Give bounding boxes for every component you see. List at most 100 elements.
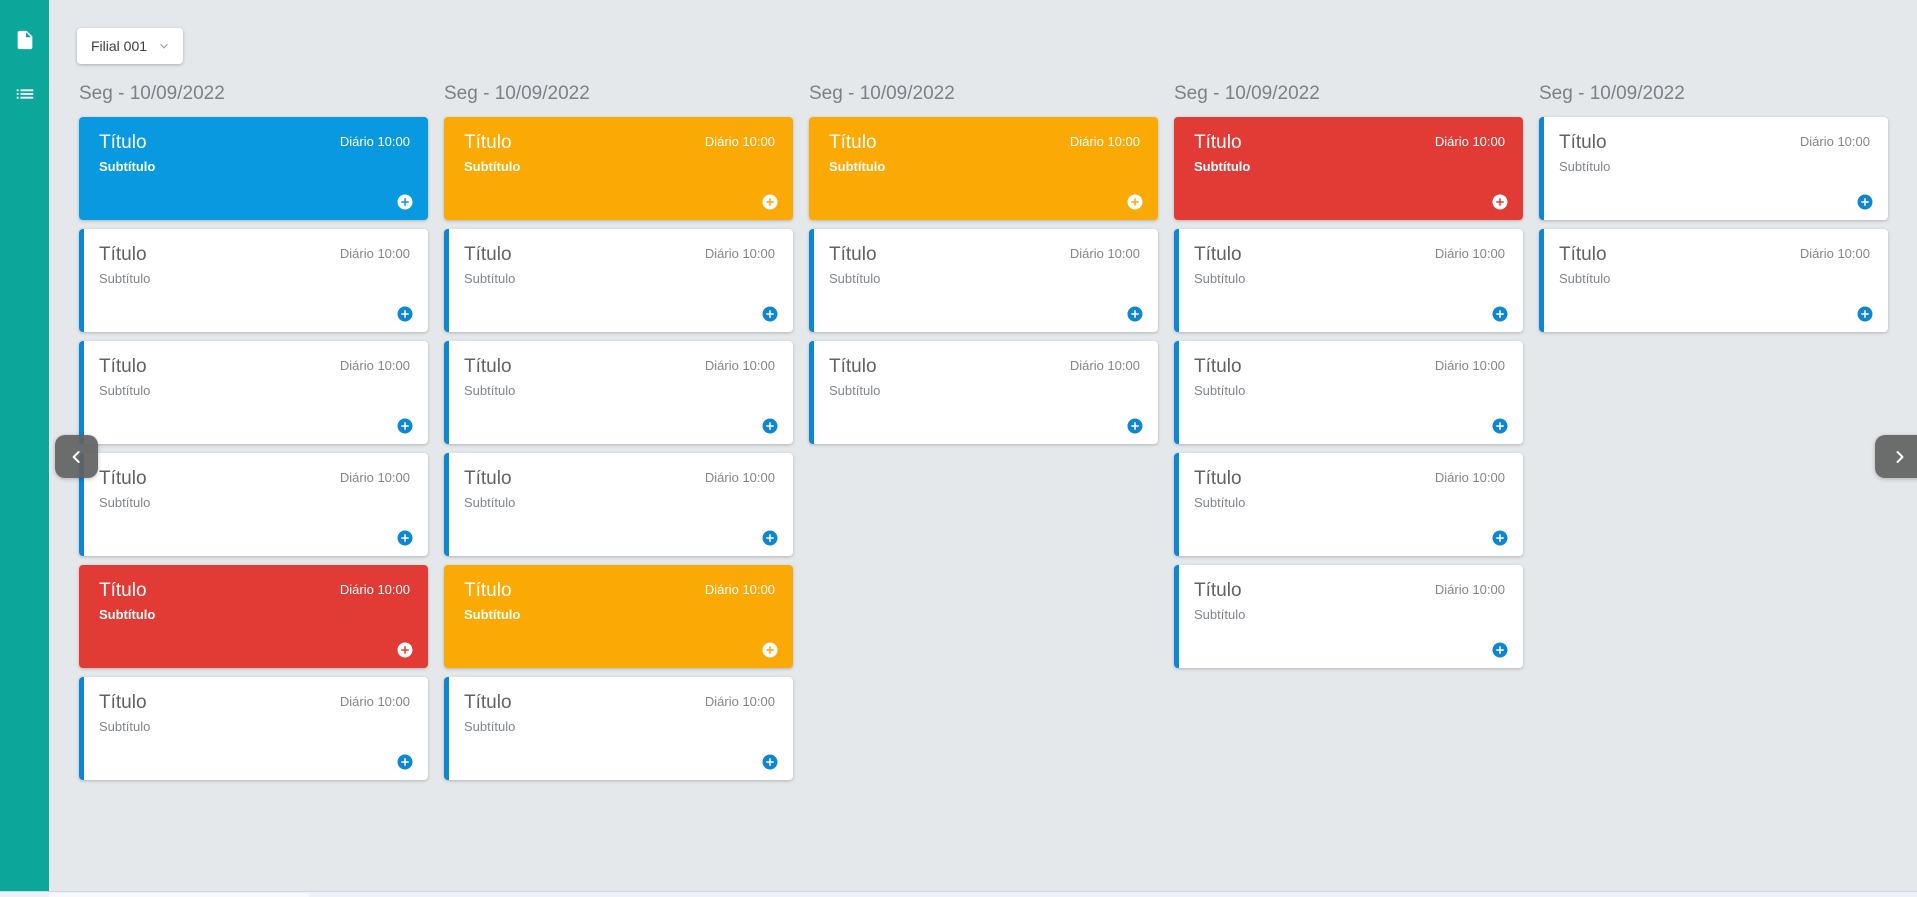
appointment-card-white[interactable]: Título Subtítulo Diário 10:00	[444, 229, 793, 332]
column-header: Seg - 10/09/2022	[1174, 83, 1320, 104]
add-circle-icon[interactable]	[761, 753, 779, 771]
card-title: Título	[829, 132, 877, 153]
appointment-card-red[interactable]: Título Subtítulo Diário 10:00	[1174, 117, 1523, 220]
card-subtitle: Subtítulo	[99, 383, 151, 398]
add-circle-icon[interactable]	[1491, 641, 1509, 659]
card-title: Título	[1194, 356, 1242, 377]
appointment-card-white[interactable]: Título Subtítulo Diário 10:00	[444, 453, 793, 556]
card-schedule: Diário 10:00	[704, 246, 775, 261]
card-subtitle: Subtítulo	[1194, 607, 1246, 622]
card-schedule: Diário 10:00	[339, 246, 410, 261]
card-title: Título	[99, 244, 147, 265]
day-column-3: Seg - 10/09/2022 Título Subtítulo Diário 10…	[809, 80, 1158, 789]
day-column-1: Seg - 10/09/2022 Título Subtítulo Diário 10…	[79, 80, 428, 789]
appointment-card-white[interactable]: Título Subtítulo Diário 10:00	[79, 677, 428, 780]
add-circle-icon[interactable]	[761, 417, 779, 435]
horizontal-scrollbar[interactable]	[0, 891, 1917, 897]
appointment-card-orange[interactable]: Título Subtítulo Diário 10:00	[444, 565, 793, 668]
card-title: Título	[99, 468, 147, 489]
sidebar	[0, 0, 49, 897]
add-circle-icon[interactable]	[1491, 529, 1509, 547]
card-subtitle: Subtítulo	[99, 271, 151, 286]
appointment-card-white[interactable]: Título Subtítulo Diário 10:00	[79, 229, 428, 332]
scrollbar-thumb[interactable]	[49, 893, 309, 897]
card-subtitle: Subtítulo	[1194, 495, 1246, 510]
appointment-card-white[interactable]: Título Subtítulo Diário 10:00	[1174, 453, 1523, 556]
card-schedule: Diário 10:00	[704, 134, 775, 149]
add-circle-icon[interactable]	[1126, 305, 1144, 323]
appointment-card-white[interactable]: Título Subtítulo Diário 10:00	[1174, 565, 1523, 668]
add-circle-icon[interactable]	[396, 529, 414, 547]
appointment-card-white[interactable]: Título Subtítulo Diário 10:00	[809, 229, 1158, 332]
add-circle-icon[interactable]	[396, 641, 414, 659]
appointment-card-white[interactable]: Título Subtítulo Diário 10:00	[79, 341, 428, 444]
add-circle-icon[interactable]	[1126, 417, 1144, 435]
add-circle-icon[interactable]	[761, 529, 779, 547]
add-circle-icon[interactable]	[396, 193, 414, 211]
add-circle-icon[interactable]	[396, 753, 414, 771]
card-schedule: Diário 10:00	[339, 134, 410, 149]
add-circle-icon[interactable]	[1491, 305, 1509, 323]
card-schedule: Diário 10:00	[1434, 470, 1505, 485]
card-schedule: Diário 10:00	[704, 358, 775, 373]
card-title: Título	[1559, 244, 1607, 265]
card-subtitle: Subtítulo	[464, 495, 516, 510]
card-schedule: Diário 10:00	[1799, 246, 1870, 261]
add-circle-icon[interactable]	[1856, 193, 1874, 211]
column-header: Seg - 10/09/2022	[79, 83, 225, 104]
card-subtitle: Subtítulo	[464, 159, 521, 174]
card-schedule: Diário 10:00	[1069, 358, 1140, 373]
card-subtitle: Subtítulo	[829, 159, 886, 174]
add-circle-icon[interactable]	[396, 305, 414, 323]
day-column-2: Seg - 10/09/2022 Título Subtítulo Diário 10…	[444, 80, 793, 789]
appointment-card-white[interactable]: Título Subtítulo Diário 10:00	[1539, 117, 1888, 220]
card-schedule: Diário 10:00	[339, 358, 410, 373]
card-title: Título	[829, 244, 877, 265]
card-title: Título	[1194, 132, 1242, 153]
chevron-right-icon	[1896, 450, 1904, 463]
card-subtitle: Subtítulo	[1559, 271, 1611, 286]
add-circle-icon[interactable]	[1856, 305, 1874, 323]
document-icon[interactable]	[0, 18, 49, 62]
card-title: Título	[464, 132, 512, 153]
card-title: Título	[464, 692, 512, 713]
card-schedule: Diário 10:00	[1434, 246, 1505, 261]
card-title: Título	[99, 356, 147, 377]
appointment-card-white[interactable]: Título Subtítulo Diário 10:00	[444, 341, 793, 444]
card-title: Título	[1194, 244, 1242, 265]
column-header: Seg - 10/09/2022	[809, 83, 955, 104]
appointment-card-red[interactable]: Título Subtítulo Diário 10:00	[79, 565, 428, 668]
card-title: Título	[99, 580, 147, 601]
card-subtitle: Subtítulo	[1194, 159, 1251, 174]
board: Seg - 10/09/2022 Título Subtítulo Diário 10…	[79, 80, 1888, 789]
appointment-card-white[interactable]: Título Subtítulo Diário 10:00	[444, 677, 793, 780]
card-title: Título	[464, 244, 512, 265]
card-schedule: Diário 10:00	[1799, 134, 1870, 149]
appointment-card-orange[interactable]: Título Subtítulo Diário 10:00	[809, 117, 1158, 220]
card-schedule: Diário 10:00	[1069, 246, 1140, 261]
branch-selector[interactable]: Filial 001	[77, 28, 184, 64]
list-icon[interactable]	[0, 72, 49, 116]
appointment-card-blue[interactable]: Título Subtítulo Diário 10:00	[79, 117, 428, 220]
card-schedule: Diário 10:00	[339, 470, 410, 485]
add-circle-icon[interactable]	[1126, 193, 1144, 211]
add-circle-icon[interactable]	[761, 305, 779, 323]
add-circle-icon[interactable]	[761, 641, 779, 659]
appointment-card-white[interactable]: Título Subtítulo Diário 10:00	[1539, 229, 1888, 332]
prev-page-button[interactable]	[55, 435, 98, 478]
card-title: Título	[829, 356, 877, 377]
card-title: Título	[99, 692, 147, 713]
appointment-card-white[interactable]: Título Subtítulo Diário 10:00	[1174, 341, 1523, 444]
add-circle-icon[interactable]	[761, 193, 779, 211]
add-circle-icon[interactable]	[396, 417, 414, 435]
appointment-card-white[interactable]: Título Subtítulo Diário 10:00	[79, 453, 428, 556]
add-circle-icon[interactable]	[1491, 193, 1509, 211]
card-schedule: Diário 10:00	[1434, 134, 1505, 149]
card-schedule: Diário 10:00	[704, 470, 775, 485]
add-circle-icon[interactable]	[1491, 417, 1509, 435]
next-page-button[interactable]	[1875, 435, 1917, 478]
appointment-card-white[interactable]: Título Subtítulo Diário 10:00	[809, 341, 1158, 444]
appointment-card-white[interactable]: Título Subtítulo Diário 10:00	[1174, 229, 1523, 332]
appointment-card-orange[interactable]: Título Subtítulo Diário 10:00	[444, 117, 793, 220]
